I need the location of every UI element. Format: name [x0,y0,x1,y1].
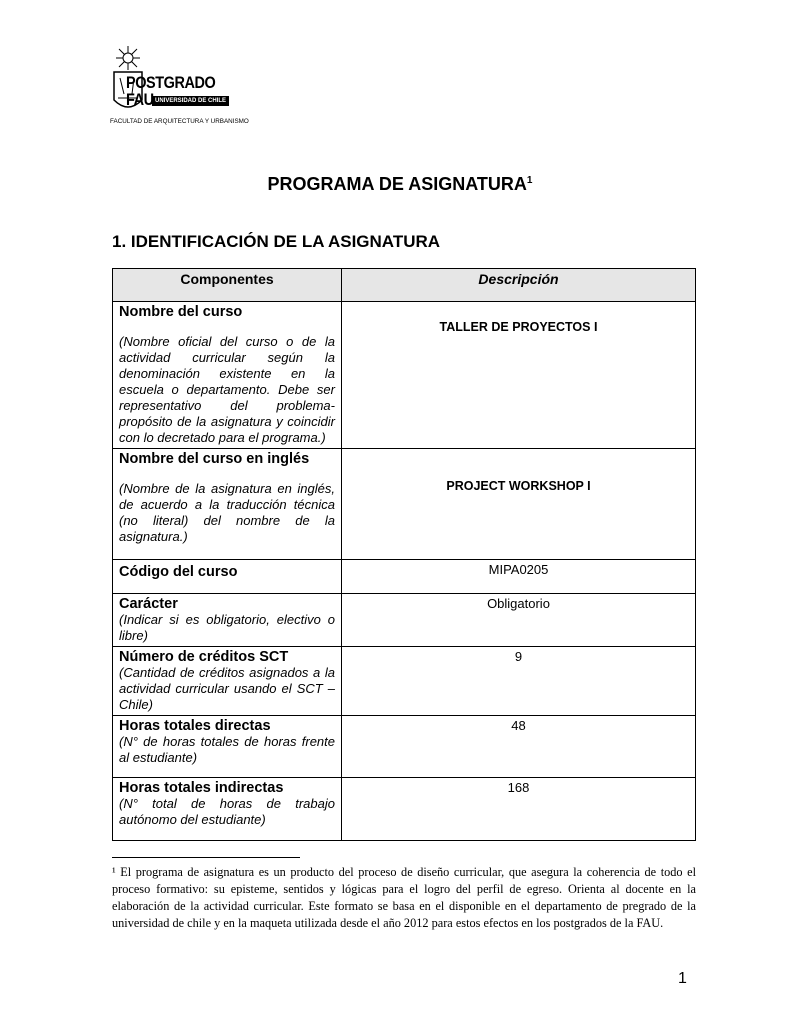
logo-badge: UNIVERSIDAD DE CHILE [152,96,230,106]
row-value: PROJECT WORKSHOP I [446,479,591,493]
table-row: Número de créditos SCT (Cantidad de crédi… [112,646,696,716]
row-hint: (Nombre de la asignatura en inglés, de a… [119,481,335,544]
table-row: Horas totales indirectas (N° total de hor… [112,777,696,841]
row-hint: (Indicar si es obligatorio, electivo o l… [119,612,335,643]
header-descripcion: Descripción [341,268,696,302]
table-row: Nombre del curso en inglés (Nombre de la … [112,448,696,560]
university-crest-icon [113,46,143,108]
table-row: Carácter (Indicar si es obligatorio, elec… [112,593,696,647]
page-number: 1 [678,970,687,987]
row-hint: (N° de horas totales de horas frente al … [119,734,335,765]
row-value: Obligatorio [341,593,696,647]
row-hint: (Nombre oficial del curso o de la activi… [119,334,335,445]
identification-table: Componentes Descripción Nombre del curso… [112,268,696,841]
section-heading: 1. IDENTIFICACIÓN DE LA ASIGNATURA [112,232,441,251]
row-label: Número de créditos SCT [119,649,289,665]
row-hint: (Cantidad de créditos asignados a la act… [119,665,335,712]
logo-text: POSTGRADO FAU [126,73,216,109]
row-value: 9 [341,646,696,716]
page-title: PROGRAMA DE ASIGNATURA1 [267,174,533,194]
row-label: Horas totales indirectas [119,780,284,796]
row-label: Código del curso [119,564,238,580]
row-value: 48 [341,715,696,778]
row-value: MIPA0205 [341,559,696,594]
row-label: Nombre del curso [119,304,243,320]
row-label: Nombre del curso en inglés [119,451,310,467]
postgrado-fau-logo: POSTGRADO FAU UNIVERSIDAD DE CHILE FACULT… [108,44,249,128]
footnote: ¹ El programa de asignatura es un produc… [112,865,696,930]
table-row: Código del curso MIPA0205 [112,559,696,594]
table-row: Nombre del curso (Nombre oficial del curs… [112,301,696,449]
table-row: Horas totales directas (N° de horas total… [112,715,696,778]
row-label: Carácter [119,596,178,612]
footnote-separator [112,857,300,858]
logo-faculty: FACULTAD DE ARQUITECTURA Y URBANISMO [110,118,249,125]
row-value: TALLER DE PROYECTOS I [439,320,598,334]
header-componentes: Componentes [112,268,342,302]
table-header-row: Componentes Descripción [112,268,696,302]
row-value: 168 [341,777,696,841]
row-hint: (N° total de horas de trabajo autónomo d… [119,796,335,827]
row-label: Horas totales directas [119,718,271,734]
